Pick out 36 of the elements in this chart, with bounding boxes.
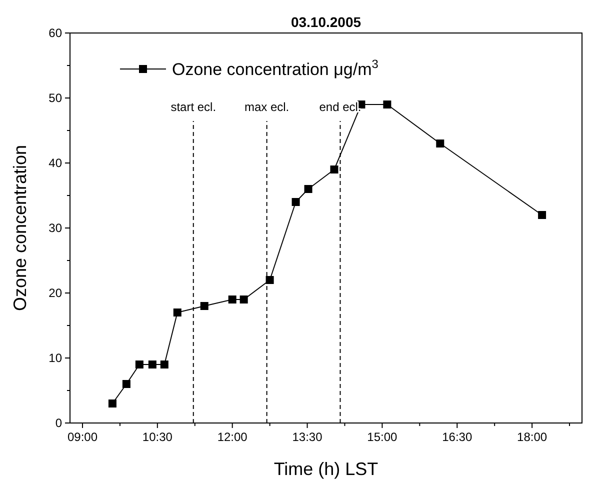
y-tick-label: 60	[48, 26, 62, 40]
point	[330, 166, 338, 174]
x-axis-title: Time (h) LST	[274, 459, 378, 479]
y-tick-label: 30	[48, 221, 62, 235]
x-tick-label: 16:30	[442, 430, 472, 444]
point	[160, 360, 168, 368]
point	[383, 100, 392, 108]
chart-title: 03.10.2005	[290, 14, 362, 30]
legend-label: Ozone concentration μg/m$^{3}$	[172, 57, 379, 79]
ref-line-label: start ecl.	[170, 100, 216, 114]
point	[135, 360, 144, 368]
point	[538, 211, 546, 219]
point	[173, 308, 182, 316]
point	[148, 360, 156, 368]
x-tick-label: 09:00	[67, 430, 98, 444]
x-tick-label: 12:00	[217, 430, 248, 444]
point	[240, 296, 248, 304]
y-tick-label: 50	[48, 91, 62, 105]
y-tick-label: 0	[55, 416, 62, 430]
x-tick-label: 18:00	[517, 430, 548, 444]
y-axis-title: Ozone concentration	[10, 144, 30, 312]
point	[228, 296, 236, 304]
y-tick-label: 20	[48, 286, 62, 300]
point	[292, 198, 300, 206]
y-tick-label: 40	[48, 156, 62, 170]
point	[122, 380, 130, 388]
x-tick-label: 15:00	[367, 430, 398, 444]
point	[266, 276, 274, 284]
point	[108, 400, 116, 408]
y-tick-label: 10	[48, 351, 62, 365]
point	[436, 140, 444, 148]
point	[200, 302, 208, 310]
x-tick-label: 13:30	[292, 430, 323, 444]
point	[304, 185, 312, 193]
ref-line-label: max ecl.	[244, 100, 290, 114]
x-tick-label: 10:30	[142, 430, 173, 444]
